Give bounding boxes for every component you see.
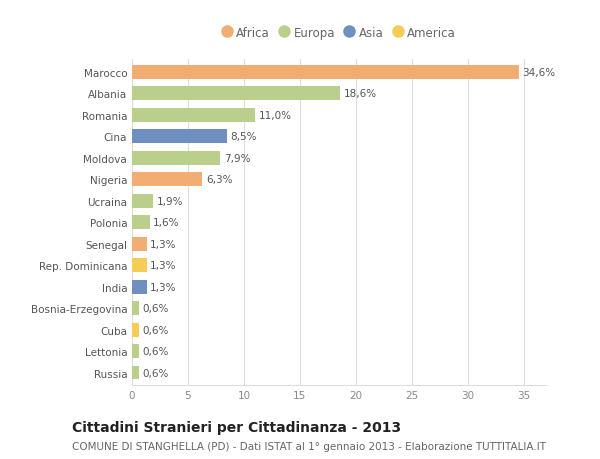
Text: 18,6%: 18,6% (343, 89, 377, 99)
Text: 0,6%: 0,6% (142, 303, 169, 313)
Legend: Africa, Europa, Asia, America: Africa, Europa, Asia, America (222, 27, 456, 39)
Text: 11,0%: 11,0% (259, 111, 292, 120)
Bar (132, 258, 146, 273)
Bar (132, 344, 139, 358)
Text: 34,6%: 34,6% (523, 67, 556, 78)
Text: 1,6%: 1,6% (153, 218, 180, 228)
Text: 1,3%: 1,3% (150, 282, 176, 292)
Text: 0,6%: 0,6% (142, 346, 169, 356)
Bar (132, 66, 519, 79)
Text: 8,5%: 8,5% (230, 132, 257, 142)
Text: 1,3%: 1,3% (150, 239, 176, 249)
Text: 0,6%: 0,6% (142, 325, 169, 335)
Bar (132, 237, 146, 251)
Bar (132, 216, 150, 230)
Bar (132, 302, 139, 315)
Bar (132, 323, 139, 337)
Text: 0,6%: 0,6% (142, 368, 169, 378)
Text: 1,9%: 1,9% (157, 196, 183, 206)
Text: 6,3%: 6,3% (206, 175, 232, 185)
Bar (132, 366, 139, 380)
Text: COMUNE DI STANGHELLA (PD) - Dati ISTAT al 1° gennaio 2013 - Elaborazione TUTTITA: COMUNE DI STANGHELLA (PD) - Dati ISTAT a… (72, 441, 546, 451)
Bar (132, 194, 153, 208)
Text: Cittadini Stranieri per Cittadinanza - 2013: Cittadini Stranieri per Cittadinanza - 2… (72, 420, 401, 434)
Bar (132, 108, 255, 123)
Bar (132, 151, 220, 165)
Text: 7,9%: 7,9% (224, 153, 250, 163)
Bar (132, 173, 202, 187)
Bar (132, 130, 227, 144)
Text: 1,3%: 1,3% (150, 261, 176, 270)
Bar (132, 87, 340, 101)
Bar (132, 280, 146, 294)
